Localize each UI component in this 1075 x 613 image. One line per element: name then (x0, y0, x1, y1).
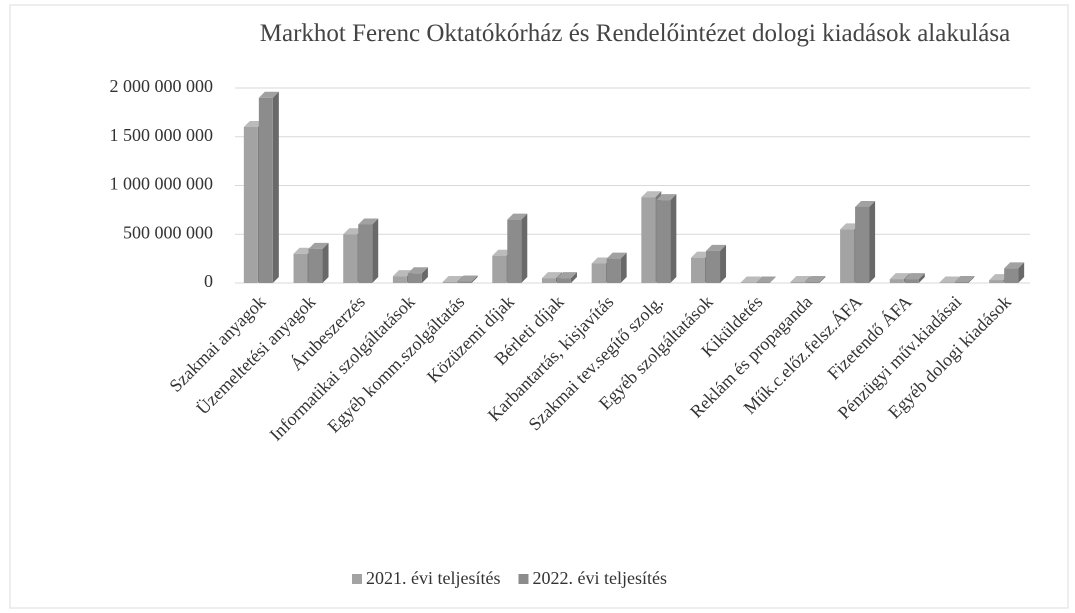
bar-side (521, 213, 528, 283)
bar-side (421, 267, 428, 283)
bar-top (706, 244, 727, 251)
bar-side (471, 275, 478, 283)
bar-top (541, 272, 562, 279)
bar-side (869, 200, 876, 283)
bar-top (855, 200, 876, 207)
bar (293, 253, 308, 283)
legend-swatch (352, 574, 362, 584)
bar (308, 248, 323, 283)
bar (889, 279, 904, 283)
bar-top (939, 276, 960, 283)
bar-top (1004, 262, 1025, 269)
y-tick-label: 2 000 000 000 (110, 76, 214, 96)
bar-side (372, 218, 379, 283)
legend-swatch (518, 574, 529, 584)
y-tick-label: 1 000 000 000 (110, 174, 214, 194)
bar-top (740, 276, 761, 283)
y-tick-label: 1 500 000 000 (110, 125, 214, 145)
bar-side (953, 276, 960, 283)
x-tick-label: Fizetendő ÁFA (823, 291, 916, 384)
bar-top (889, 273, 910, 280)
bar (904, 279, 919, 283)
bar (343, 234, 358, 283)
bar-top (407, 267, 428, 274)
bar (691, 257, 706, 283)
bar-side (322, 242, 329, 283)
bar-top (656, 194, 677, 201)
bar-side (968, 276, 975, 283)
bar-side (1018, 262, 1025, 283)
bar-top (442, 276, 463, 283)
bar (556, 278, 571, 283)
bar-top (507, 213, 528, 220)
bar (541, 278, 556, 283)
legend-label: 2021. évi teljesítés (366, 568, 500, 588)
bar (606, 258, 621, 283)
bar (1004, 268, 1019, 283)
bar-side (754, 276, 761, 283)
bar-top (755, 276, 776, 283)
bar-side (670, 194, 677, 283)
bar-side (720, 244, 727, 283)
bar-top (606, 252, 627, 259)
bar (989, 280, 1004, 283)
bar-top (805, 276, 826, 283)
bar (258, 97, 273, 283)
bar (392, 276, 407, 283)
bar-top (641, 191, 662, 198)
bar (442, 282, 457, 283)
bar-top (258, 91, 279, 98)
bar (805, 282, 820, 283)
bar-side (769, 276, 776, 283)
bar-top (556, 272, 577, 279)
bar (492, 255, 507, 283)
bar (706, 250, 721, 283)
bar-side (620, 252, 627, 283)
bar-top (358, 218, 379, 225)
chart-title: Markhot Ferenc Oktatókórház és Rendelőin… (259, 20, 1011, 47)
bar-top (904, 273, 925, 280)
bar-top (308, 242, 329, 249)
bar (591, 263, 606, 283)
bar (407, 273, 422, 283)
chart-border (9, 4, 1069, 609)
bar (855, 206, 870, 283)
bar (507, 219, 522, 283)
bar-side (804, 276, 811, 283)
bar-side (570, 272, 577, 283)
x-tick-label: Közüzemi díjak (423, 292, 518, 387)
bar-top (790, 276, 811, 283)
bar-side (819, 276, 826, 283)
y-tick-label: 0 (204, 271, 213, 291)
bar (243, 127, 258, 283)
bar-top (457, 275, 478, 282)
y-tick-label: 500 000 000 (123, 222, 213, 242)
bar-top (954, 276, 975, 283)
bar (954, 282, 969, 283)
bar-side (272, 91, 279, 283)
bar (641, 197, 656, 283)
bar (358, 224, 373, 283)
bar-side (918, 273, 925, 283)
bar (656, 200, 671, 283)
bar (840, 229, 855, 283)
legend-label: 2022. évi teljesítés (532, 568, 666, 588)
bar (457, 281, 472, 283)
bar (790, 282, 805, 283)
